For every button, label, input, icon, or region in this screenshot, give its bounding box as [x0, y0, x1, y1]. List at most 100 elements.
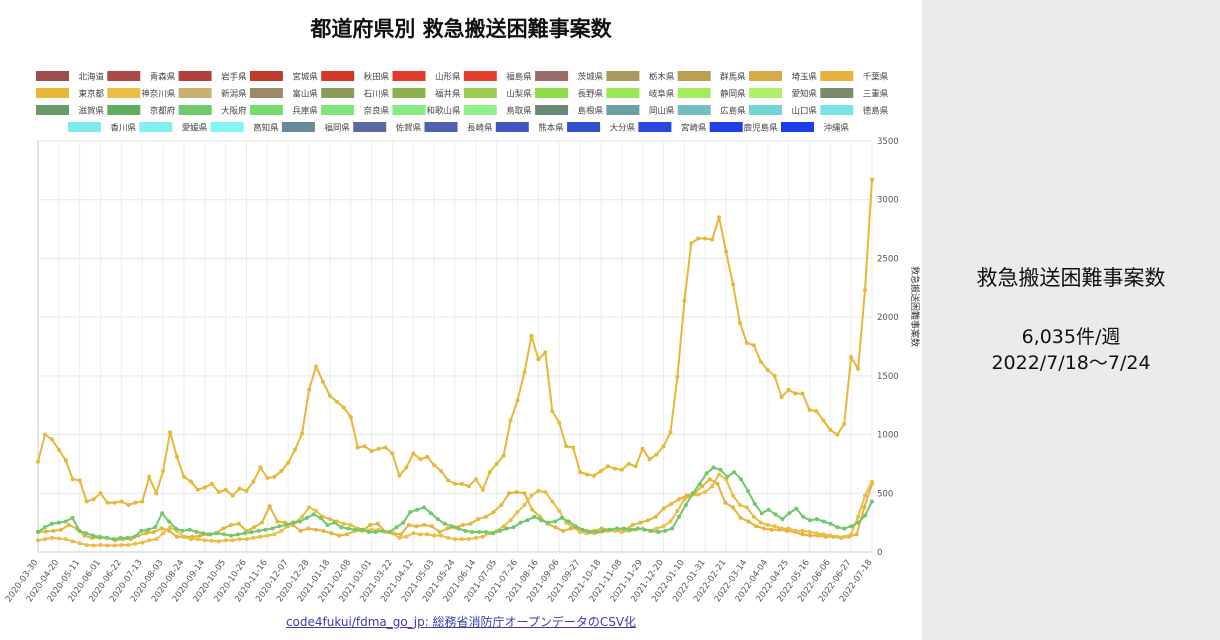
legend-item[interactable]: 福岡県	[281, 122, 350, 134]
legend-item[interactable]: 石川県	[321, 88, 390, 100]
legend-item[interactable]: 岐阜県	[606, 88, 675, 100]
data-point	[353, 527, 358, 532]
legend-item[interactable]: 新潟県	[178, 88, 247, 100]
legend-swatch	[463, 71, 497, 81]
data-point	[731, 505, 735, 510]
data-point	[745, 488, 750, 493]
data-point	[553, 525, 558, 530]
data-point	[536, 488, 541, 493]
data-point	[300, 431, 305, 436]
legend-swatch	[495, 122, 529, 132]
legend-item[interactable]: 沖縄県	[781, 122, 849, 134]
legend-item[interactable]: 三重県	[820, 88, 889, 100]
legend-item[interactable]: 広島県	[677, 105, 746, 117]
legend-label: 静岡県	[720, 89, 746, 100]
data-point	[314, 364, 318, 369]
legend-item[interactable]: 愛媛県	[139, 122, 208, 134]
legend-item[interactable]: 岩手県	[178, 71, 247, 83]
legend-swatch	[392, 105, 426, 115]
legend-swatch	[638, 122, 672, 132]
data-point	[249, 530, 254, 534]
legend-label: 兵庫県	[292, 106, 318, 117]
data-point	[194, 530, 199, 534]
legend-item[interactable]: 宮崎県	[638, 122, 707, 134]
legend-item[interactable]: 静岡県	[677, 88, 746, 100]
legend-item[interactable]: 島根県	[535, 105, 604, 117]
legend-item[interactable]: 大分県	[567, 122, 636, 134]
legend-item[interactable]: 鳥取県	[463, 105, 532, 117]
legend-item[interactable]: 熊本県	[495, 122, 564, 134]
data-point	[787, 511, 792, 516]
legend-item[interactable]: 高知県	[210, 122, 279, 134]
data-point	[202, 538, 207, 543]
legend-item[interactable]: 長野県	[535, 88, 604, 100]
data-point	[298, 528, 303, 533]
legend-item[interactable]: 山梨県	[463, 88, 532, 100]
data-point	[525, 518, 530, 523]
data-point	[552, 519, 557, 524]
legend-item[interactable]: 青森県	[107, 71, 176, 83]
data-point	[411, 531, 416, 536]
legend-item[interactable]: 秋田県	[321, 71, 390, 83]
legend-item[interactable]: 山形県	[392, 71, 461, 83]
data-point	[397, 473, 402, 478]
data-point	[404, 534, 409, 539]
legend-item[interactable]: 北海道	[36, 71, 104, 83]
legend-item[interactable]: 埼玉県	[749, 71, 817, 83]
legend-item[interactable]: 京都府	[107, 105, 176, 117]
data-point	[676, 497, 681, 502]
legend-item[interactable]: 山口県	[749, 105, 817, 117]
data-point	[514, 490, 519, 495]
legend-item[interactable]: 宮城県	[249, 71, 318, 83]
legend-item[interactable]: 福井県	[392, 88, 461, 100]
data-point	[668, 519, 673, 524]
legend-swatch	[321, 71, 355, 81]
data-point	[415, 507, 420, 512]
data-point	[346, 526, 351, 531]
legend-item[interactable]: 和歌山県	[392, 105, 461, 117]
source-link[interactable]: code4fukui/fdma_go_jp: 総務省消防庁オープンデータのCSV…	[285, 615, 637, 629]
legend-item[interactable]: 長崎県	[424, 122, 493, 134]
legend-item[interactable]: 東京都	[36, 88, 104, 100]
data-point	[425, 454, 430, 459]
data-point	[223, 487, 228, 492]
legend-item[interactable]: 徳島県	[820, 105, 889, 117]
legend-item[interactable]: 滋賀県	[36, 105, 104, 117]
legend-item[interactable]: 茨城県	[535, 71, 604, 83]
legend-item[interactable]: 千葉県	[820, 71, 889, 83]
legend-label: 香川県	[110, 123, 136, 134]
data-point	[717, 472, 722, 477]
data-point	[842, 422, 847, 426]
data-point	[594, 530, 599, 534]
data-point	[314, 508, 318, 513]
data-point	[842, 534, 847, 539]
legend-item[interactable]: 愛知県	[749, 88, 817, 100]
legend-item[interactable]: 奈良県	[321, 105, 390, 117]
legend-label: 京都府	[150, 106, 176, 117]
legend-item[interactable]: 栃木県	[606, 71, 675, 83]
data-point	[43, 537, 47, 542]
legend-item[interactable]: 群馬県	[677, 71, 746, 83]
legend-item[interactable]: 福島県	[463, 71, 532, 83]
data-point	[635, 526, 640, 531]
data-point	[355, 445, 360, 450]
data-point	[780, 517, 785, 522]
legend-item[interactable]: 神奈川県	[107, 88, 176, 100]
legend-item[interactable]: 香川県	[68, 122, 136, 134]
data-point	[459, 537, 464, 542]
legend-label: 長野県	[578, 90, 604, 100]
legend-item[interactable]: 岡山県	[606, 105, 675, 117]
legend-item[interactable]: 鹿児島県	[709, 122, 778, 134]
legend-item[interactable]: 兵庫県	[249, 105, 318, 117]
legend-item[interactable]: 大阪府	[178, 105, 247, 117]
data-point	[284, 523, 289, 527]
data-point	[230, 493, 235, 498]
legend-swatch	[178, 88, 212, 98]
legend-item[interactable]: 佐賀県	[353, 122, 422, 134]
legend-item[interactable]: 富山県	[249, 88, 318, 100]
data-point	[341, 405, 346, 410]
data-point	[669, 501, 674, 506]
data-point	[63, 519, 68, 524]
data-point	[235, 532, 240, 537]
legend-label: 徳島県	[863, 106, 889, 117]
